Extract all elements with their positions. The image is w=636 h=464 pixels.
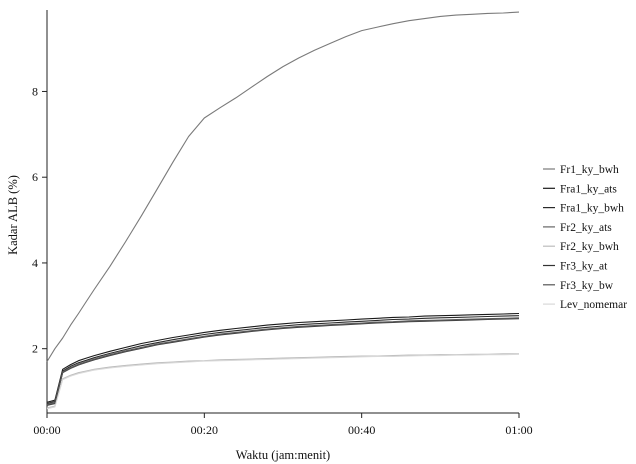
series-line-fr2-ky-ats [46, 317, 520, 405]
y-tick-label: 8 [32, 84, 38, 98]
x-tick-label: 00:40 [348, 423, 375, 437]
legend: Fr1_ky_bwh Fra1_ky_ats Fra1_ky_bwh Fr2_ky_a… [543, 164, 627, 311]
series-line-fr1-ky-bwh [46, 11, 520, 362]
legend-label: Fra1_ky_ats [560, 183, 617, 195]
legend-label: Fr1_ky_bwh [560, 164, 619, 176]
series-line-fr3-ky-at [46, 318, 520, 406]
legend-label: Fr2_ky_bwh [560, 241, 619, 253]
x-axis-title: Waktu (jam:menit) [236, 448, 330, 462]
series-lines [46, 11, 520, 410]
legend-label: Lev_nomemar [560, 299, 627, 311]
series-line-fra1-ky-bwh [46, 315, 520, 405]
y-axis-title: Kadar ALB (%) [6, 175, 20, 255]
y-tick-label: 6 [32, 170, 38, 184]
legend-label: Fr2_ky_ats [560, 222, 612, 234]
series-line-fr2-ky-bwh [46, 353, 519, 409]
x-ticks: 00:00 00:20 00:40 01:00 [33, 413, 533, 437]
x-tick-label: 00:20 [191, 423, 218, 437]
legend-label: Fra1_ky_bwh [560, 203, 624, 215]
series-line-lev-nomemar [46, 353, 520, 410]
series-line-fra1-ky-ats [46, 312, 520, 403]
y-tick-label: 2 [32, 342, 38, 356]
y-ticks: 2 4 6 8 [32, 84, 47, 356]
series-line-fr3-ky-bw [46, 317, 520, 406]
legend-label: Fr3_ky_bw [560, 280, 614, 292]
y-tick-label: 4 [32, 256, 38, 270]
legend-label: Fr3_ky_at [560, 261, 608, 273]
plot-axes [46, 10, 519, 414]
x-tick-label: 01:00 [505, 423, 532, 437]
x-tick-label: 00:00 [33, 423, 60, 437]
